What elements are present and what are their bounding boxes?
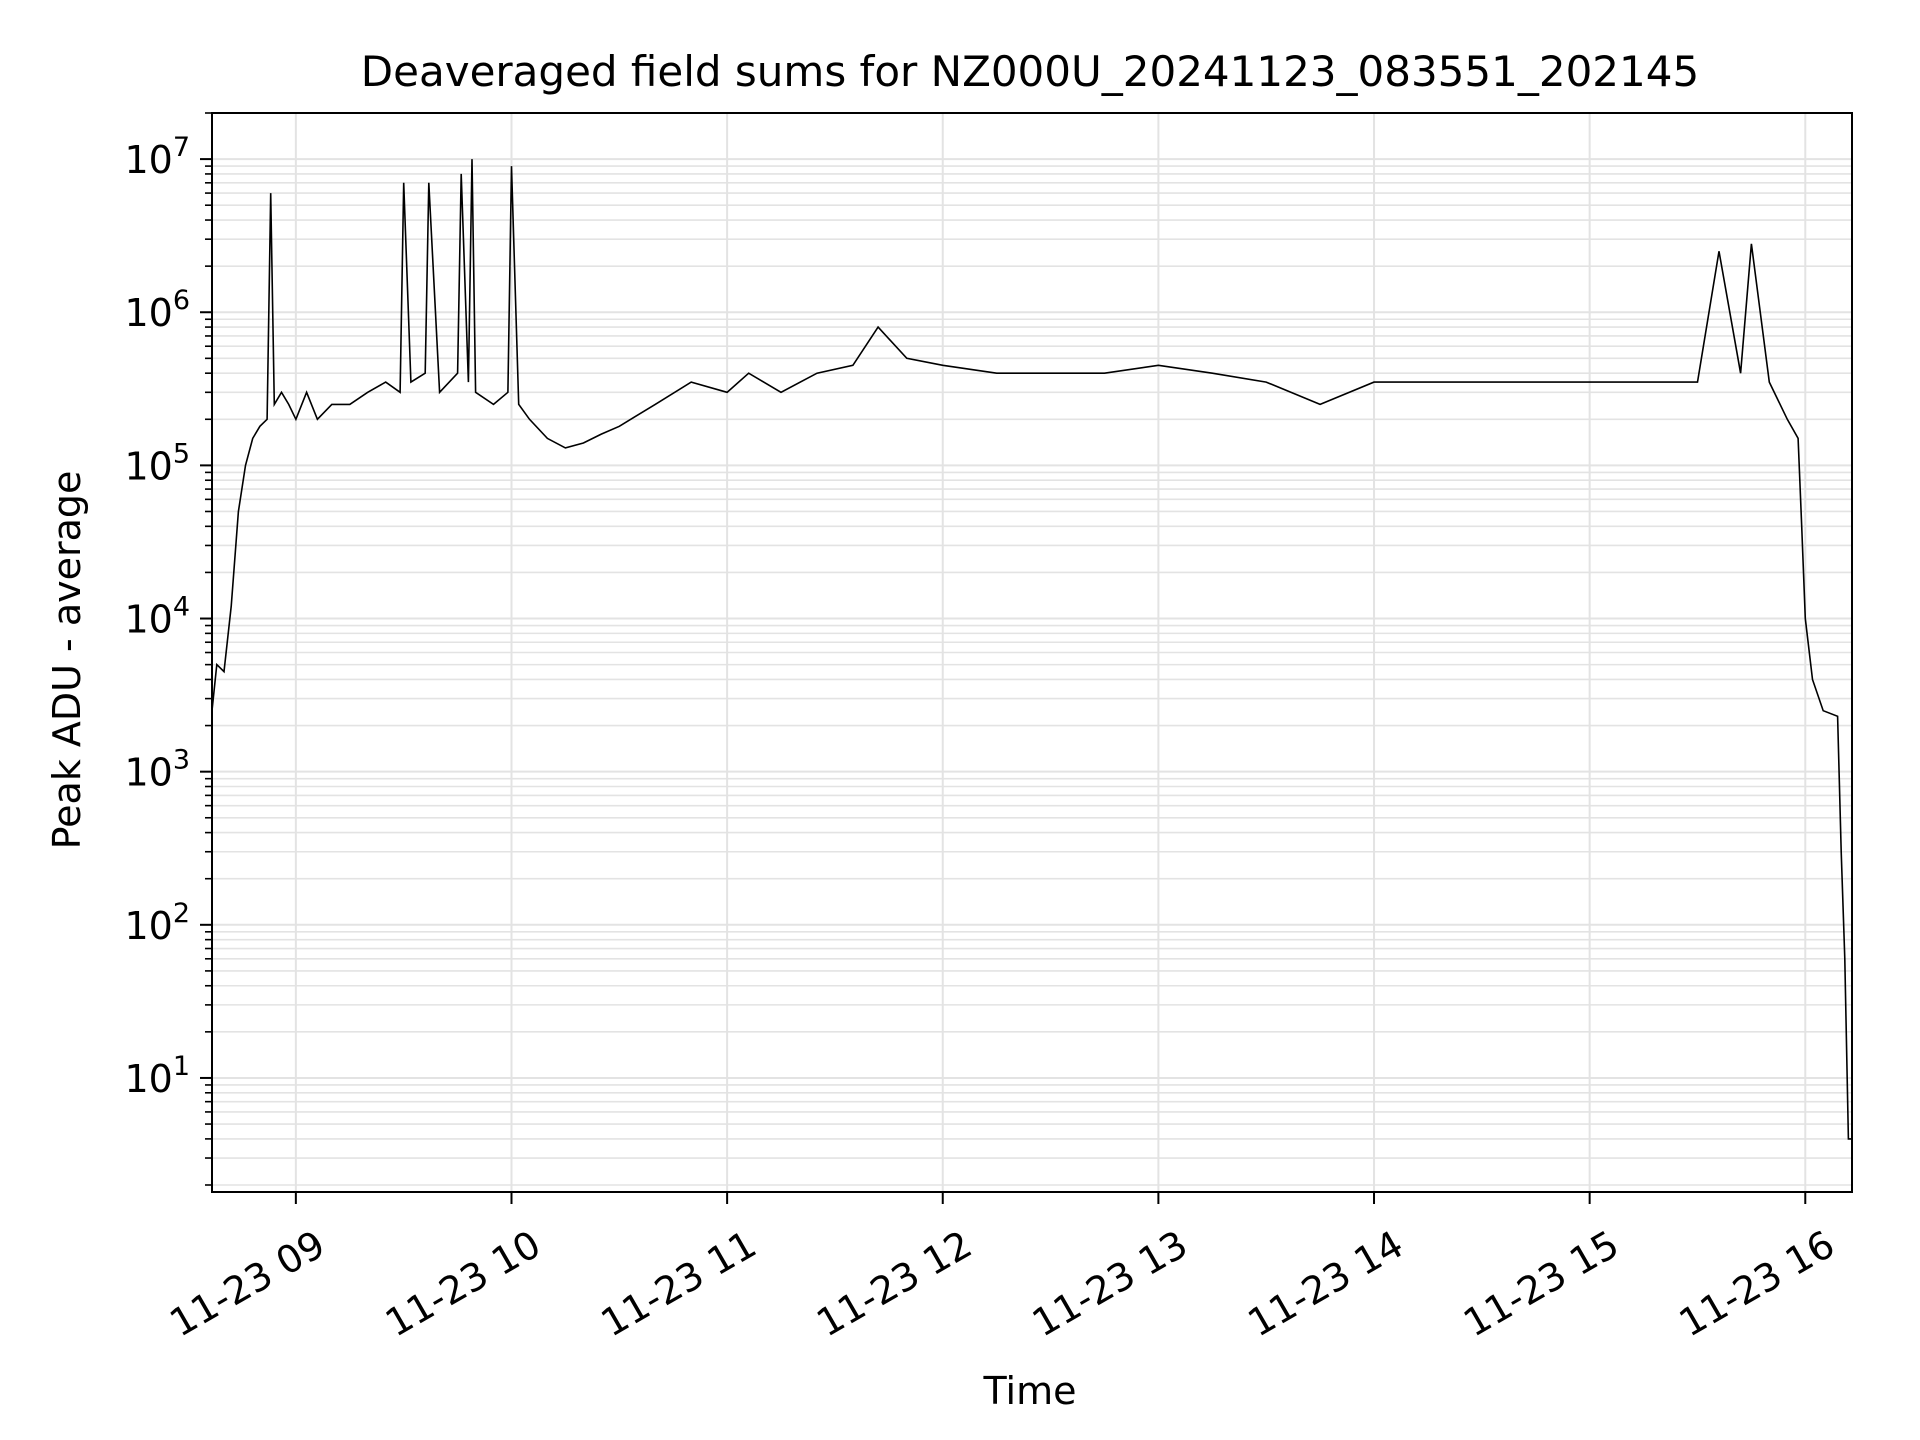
series-line — [211, 159, 1852, 1140]
y-axis-label: Peak ADU - average — [45, 471, 89, 850]
tick-layer: 101 102 103 104 105 106 107 11-23 09 11-23 10 11-… — [124, 112, 1842, 1346]
x-tick-label: 11-23 14 — [1241, 1222, 1411, 1346]
x-tick-label: 11-23 12 — [809, 1222, 979, 1346]
x-tick-label: 11-23 09 — [162, 1222, 332, 1346]
y-tick-label: 107 — [124, 132, 190, 182]
y-tick-label: 105 — [124, 438, 190, 488]
grid-layer — [212, 112, 1852, 1192]
x-tick-label: 11-23 16 — [1672, 1222, 1842, 1346]
y-tick-label: 102 — [124, 898, 190, 948]
x-axis-label: Time — [983, 1369, 1077, 1413]
x-tick-label: 11-23 15 — [1456, 1222, 1626, 1346]
series-layer — [211, 159, 1852, 1140]
y-tick-label: 103 — [124, 745, 190, 795]
x-tick-label: 11-23 10 — [378, 1222, 548, 1346]
x-tick-label: 11-23 13 — [1025, 1222, 1195, 1346]
x-tick-label: 11-23 11 — [594, 1222, 764, 1346]
y-tick-label: 101 — [124, 1051, 190, 1101]
y-tick-label: 106 — [124, 285, 190, 335]
chart-title: Deaveraged field sums for NZ000U_2024112… — [361, 47, 1699, 96]
y-tick-label: 104 — [124, 592, 190, 642]
